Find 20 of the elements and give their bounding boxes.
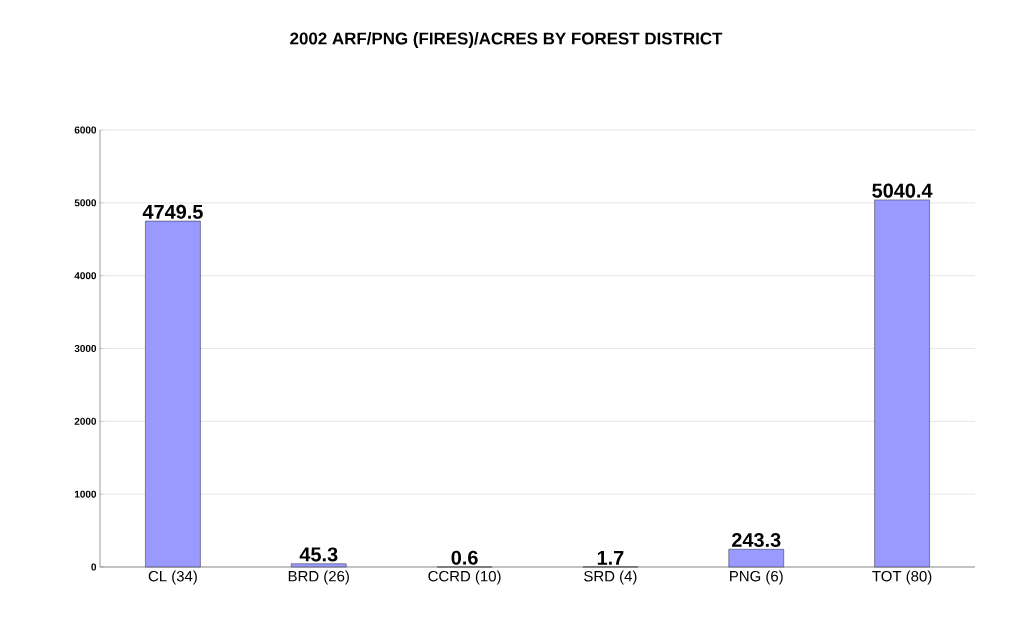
data-label: 5040.4 bbox=[872, 183, 933, 198]
y-tick-label: 4000 bbox=[74, 272, 97, 280]
y-tick-label: 3000 bbox=[74, 344, 97, 353]
y-tick-label: 5000 bbox=[74, 199, 97, 207]
y-tick-label: 1000 bbox=[74, 490, 97, 498]
y-tick-label: 0 bbox=[91, 563, 97, 571]
y-tick-label: 2000 bbox=[74, 417, 97, 425]
x-tick-label: PNG (6) bbox=[730, 570, 783, 585]
data-label: 45.3 bbox=[299, 547, 338, 562]
y-tick-label: 6000 bbox=[74, 126, 97, 134]
data-label: 1.7 bbox=[597, 550, 624, 565]
x-tick-label: CCRD (10) bbox=[428, 570, 501, 585]
data-label: 4749.5 bbox=[142, 204, 203, 219]
x-tick-label: TOT (80) bbox=[872, 570, 932, 585]
data-label: 243.3 bbox=[732, 532, 781, 548]
x-tick-label: BRD (26) bbox=[288, 570, 349, 585]
chart-title: 2002 ARF/PNG (FIRES)/ACRES BY FOREST DISTRICT bbox=[290, 32, 723, 48]
data-label: 0.6 bbox=[451, 550, 478, 565]
x-tick-label: CL (34) bbox=[148, 570, 197, 585]
x-tick-label: SRD (4) bbox=[584, 570, 637, 585]
